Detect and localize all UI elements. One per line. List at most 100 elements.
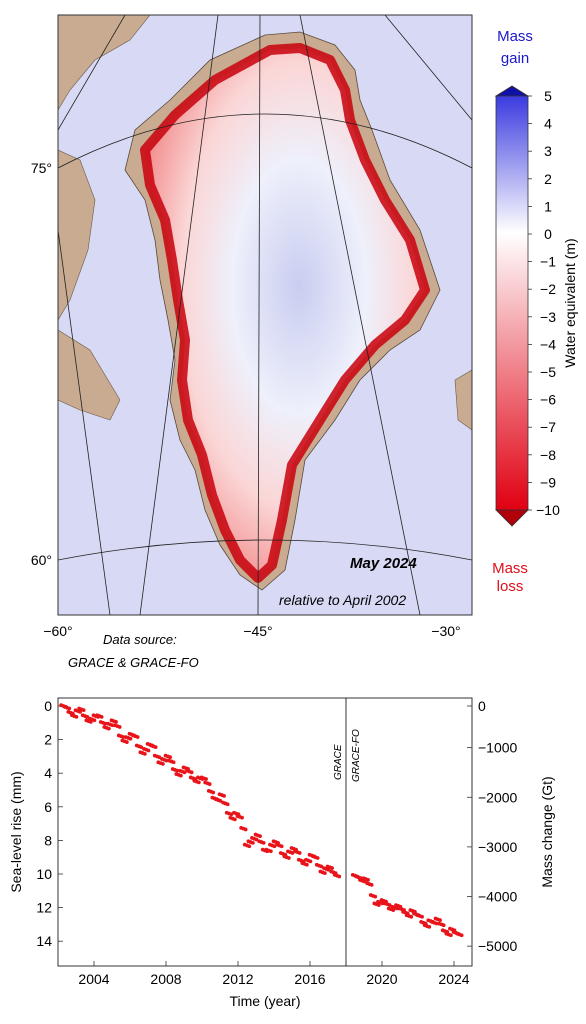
colorbar-tick-label: 2 (544, 171, 552, 187)
data-point (121, 735, 126, 739)
data-point (85, 714, 90, 719)
x-tick-label: 2012 (222, 971, 253, 987)
colorbar-gain-label-2: gain (501, 50, 529, 67)
data-point (146, 748, 151, 753)
colorbar-tick-label: 1 (544, 198, 552, 214)
colorbar-tick-label: 4 (544, 116, 552, 132)
lon-label-30w: −30° (431, 623, 460, 639)
data-point (211, 790, 216, 795)
left-tick-label: 10 (36, 866, 52, 882)
colorbar-tick-label: −6 (540, 392, 556, 408)
colorbar-tick-label: −4 (540, 336, 556, 352)
data-point (110, 723, 115, 728)
colorbar-tick-label: 3 (544, 143, 552, 159)
map-reference-label: relative to April 2002 (279, 592, 406, 608)
right-tick-label: −2000 (478, 789, 518, 805)
data-point (92, 718, 97, 723)
data-point (67, 706, 72, 711)
right-tick-label: −1000 (478, 740, 518, 756)
data-point (168, 755, 172, 760)
y-axis-label-right: Mass change (Gt) (539, 776, 555, 887)
data-point (434, 921, 439, 926)
data-point (81, 708, 86, 713)
x-tick-label: 2008 (150, 971, 181, 987)
data-point (128, 736, 133, 741)
lat-label-75: 75° (31, 160, 52, 176)
data-point (286, 856, 291, 860)
data-point (240, 815, 244, 820)
colorbar-tick-label: −2 (540, 281, 556, 297)
left-tick-label: 14 (36, 933, 52, 949)
timeseries-axes: 2004 2008 2012 2016 2020 2024 0 2 4 6 8 10 12 14 0 −100… (36, 698, 517, 987)
colorbar-loss-arrow (495, 509, 529, 527)
iceland-edge (454, 369, 472, 431)
right-tick-label: 0 (478, 698, 486, 714)
lat-label-60: 60° (31, 552, 52, 568)
canada-landmass (58, 15, 151, 111)
data-point (387, 903, 392, 907)
colorbar-tick-label: −7 (540, 419, 556, 435)
data-point (308, 859, 313, 864)
colorbar-tick-label: −5 (540, 364, 556, 380)
colorbar-tick-label: −9 (540, 474, 556, 490)
source-label-1: Data source: (103, 632, 177, 647)
data-point (207, 782, 212, 786)
colorbar-gain-label-1: Mass (497, 28, 533, 45)
colorbar-tick-label: −10 (536, 502, 560, 518)
lon-label-45w: −45° (243, 623, 272, 639)
data-point (250, 840, 255, 845)
colorbar-gain-arrow (494, 85, 530, 97)
data-point (124, 740, 129, 744)
data-point (117, 725, 122, 729)
right-tick-label: −5000 (478, 938, 518, 954)
data-point (315, 856, 320, 860)
colorbar-tick-label: −3 (540, 309, 556, 325)
data-point (261, 840, 266, 845)
x-tick-label: 2020 (366, 971, 397, 987)
left-tick-label: 2 (44, 732, 52, 748)
colorbar-loss-label-2: loss (497, 578, 524, 595)
data-point (448, 933, 453, 938)
data-point (204, 777, 208, 781)
timeseries-frame (57, 697, 473, 967)
data-point (304, 862, 309, 867)
colorbar-loss-label-1: Mass (492, 560, 528, 577)
data-point (409, 914, 414, 919)
right-tick-label: −4000 (478, 889, 518, 905)
left-tick-label: 12 (36, 900, 52, 916)
data-point (459, 933, 464, 938)
data-point (164, 758, 169, 763)
colorbar-tick-label: −8 (540, 447, 556, 463)
data-point (189, 770, 194, 775)
data-point (373, 894, 378, 899)
data-point (247, 844, 252, 849)
data-point (441, 923, 446, 928)
baffin-island (58, 149, 96, 321)
timeseries-points (59, 703, 464, 938)
right-tick-label: −3000 (478, 839, 518, 855)
data-point (322, 871, 327, 876)
data-point (222, 793, 226, 798)
data-point (369, 882, 374, 887)
lon-label-60w: −60° (43, 623, 72, 639)
x-tick-label: 2016 (294, 971, 325, 987)
left-tick-label: 4 (44, 765, 52, 781)
data-point (254, 837, 259, 842)
data-point (420, 914, 424, 919)
data-point (225, 802, 230, 807)
data-point (153, 745, 158, 750)
data-point (171, 760, 176, 765)
left-tick-label: 0 (44, 698, 52, 714)
x-tick-label: 2004 (78, 971, 109, 987)
data-point (103, 721, 108, 726)
mission-label-grace-fo: GRACE-FO (351, 729, 362, 782)
data-point (175, 768, 180, 773)
graticule (58, 15, 472, 615)
data-point (427, 924, 432, 929)
colorbar-tick-label: 5 (544, 88, 552, 104)
left-tick-label: 6 (44, 799, 52, 815)
data-point (160, 762, 165, 766)
data-point (319, 864, 324, 869)
data-point (268, 849, 273, 854)
